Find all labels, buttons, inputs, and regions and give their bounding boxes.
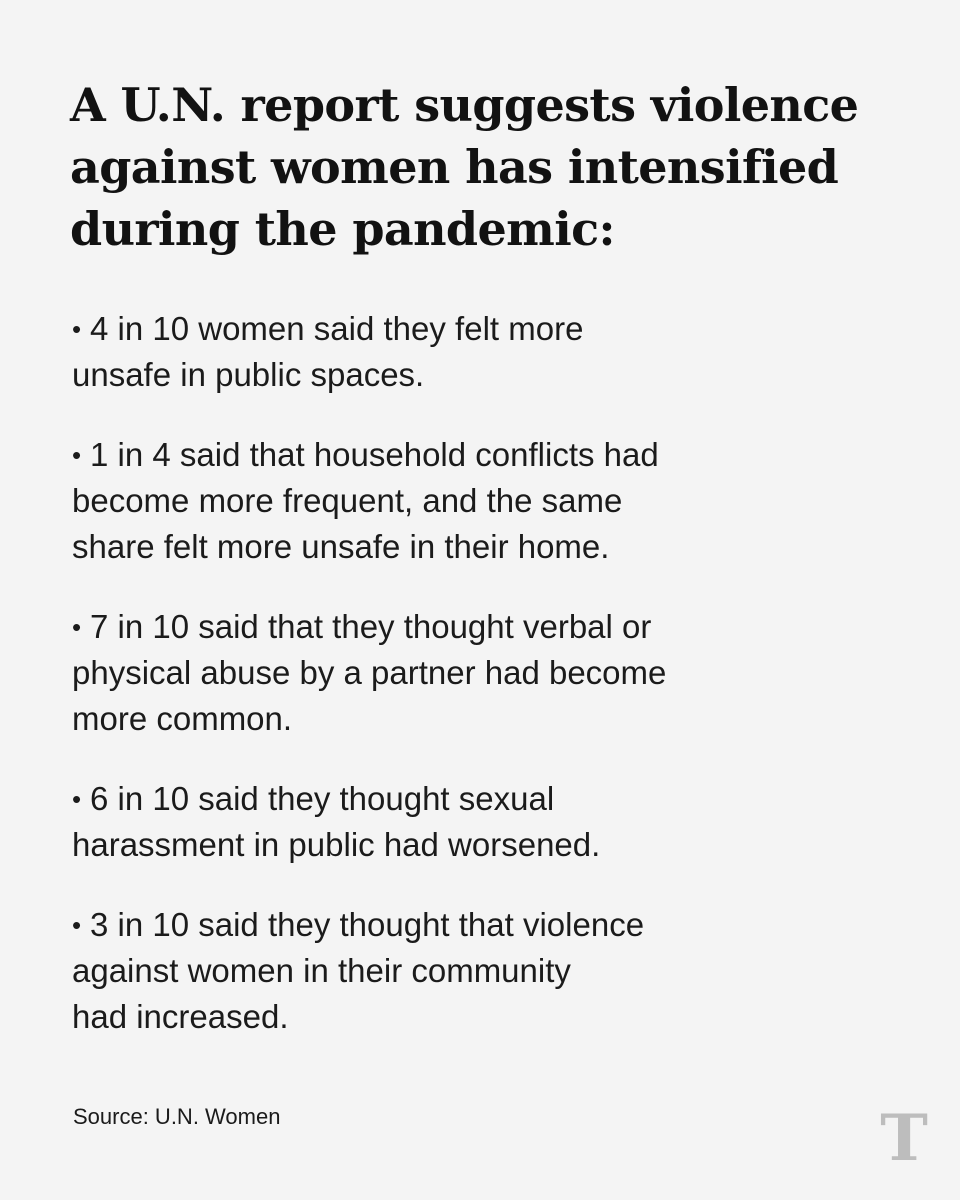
bullet-item: • 3 in 10 said they thought that violence… xyxy=(72,902,892,1040)
headline-line: during the pandemic: xyxy=(70,202,616,256)
headline-line: A U.N. report suggests violence xyxy=(70,78,859,132)
bullet-line-first: • 7 in 10 said that they thought verbal o… xyxy=(72,604,892,650)
bullet-item: • 6 in 10 said they thought sexual harass… xyxy=(72,776,892,868)
logo-glyph: T xyxy=(880,1104,928,1170)
headline: A U.N. report suggests violence against … xyxy=(70,74,890,260)
bullet-line-first: • 6 in 10 said they thought sexual xyxy=(72,776,892,822)
bullet-text: physical abuse by a partner had become xyxy=(72,654,667,691)
bullet-text: share felt more unsafe in their home. xyxy=(72,528,610,565)
bullet-line-first: • 4 in 10 women said they felt more xyxy=(72,306,892,352)
bullet-text: become more frequent, and the same xyxy=(72,482,623,519)
bullet-icon: • xyxy=(72,784,82,814)
bullet-text: against women in their community xyxy=(72,952,571,989)
bullet-icon: • xyxy=(72,440,82,470)
bullet-item: • 4 in 10 women said they felt more unsaf… xyxy=(72,306,892,398)
source-note: Source: U.N. Women xyxy=(73,1104,281,1129)
nyt-t-logo-icon: T xyxy=(880,1104,928,1170)
bullet-text: harassment in public had worsened. xyxy=(72,826,601,863)
bullet-text: more common. xyxy=(72,700,293,737)
bullet-item: • 1 in 4 said that household conflicts ha… xyxy=(72,432,892,570)
bullet-text: had increased. xyxy=(72,998,289,1035)
bullet-line-first: • 1 in 4 said that household conflicts ha… xyxy=(72,432,892,478)
bullet-icon: • xyxy=(72,910,82,940)
bullet-text: 6 in 10 said they thought sexual xyxy=(90,780,555,817)
bullet-text: unsafe in public spaces. xyxy=(72,356,425,393)
bullet-icon: • xyxy=(72,612,82,642)
bullet-text: 3 in 10 said they thought that violence xyxy=(90,906,645,943)
headline-line: against women has intensified xyxy=(70,140,839,194)
bullet-item: • 7 in 10 said that they thought verbal o… xyxy=(72,604,892,742)
bullet-line-first: • 3 in 10 said they thought that violence xyxy=(72,902,892,948)
bullet-text: 4 in 10 women said they felt more xyxy=(90,310,584,347)
bullet-text: 7 in 10 said that they thought verbal or xyxy=(90,608,652,645)
bullet-list: • 4 in 10 women said they felt more unsaf… xyxy=(72,306,892,1074)
bullet-text: 1 in 4 said that household conflicts had xyxy=(90,436,659,473)
bullet-icon: • xyxy=(72,314,82,344)
